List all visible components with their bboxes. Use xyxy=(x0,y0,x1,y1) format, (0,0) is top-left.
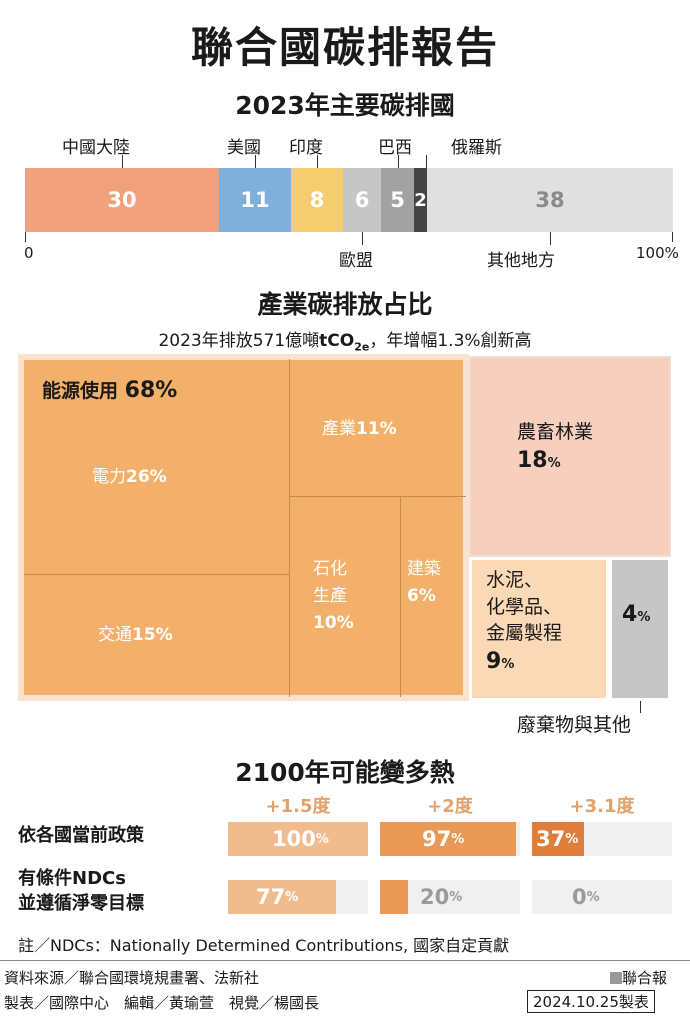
section-industry-title: 產業碳排放占比 xyxy=(257,290,433,319)
section-temp-title: 2100年可能變多熱 xyxy=(235,758,455,787)
industry-cell xyxy=(290,359,466,497)
bar-leader-usa xyxy=(255,155,256,168)
temp-header-31: +3.1度 xyxy=(569,796,635,817)
bar-label-brazil: 巴西 xyxy=(378,138,412,158)
bar-value-china: 30 xyxy=(107,188,137,212)
power-label: 電力26% xyxy=(92,467,167,487)
petro-cell xyxy=(290,497,401,697)
energy-group-label: 能源使用 68% xyxy=(42,378,178,403)
temp-value-r2-2: 20% xyxy=(420,885,463,909)
temp-value-r1-2: 97% xyxy=(422,827,465,851)
bar-value-brazil: 5 xyxy=(390,188,405,212)
waste-leader-line xyxy=(640,701,641,713)
temp-track-r2-15: 77% xyxy=(228,880,368,914)
bar-segment-russia: 2 xyxy=(414,168,427,232)
temp-fill-r1-2 xyxy=(380,822,516,856)
section-countries-title: 2023年主要碳排國 xyxy=(235,91,455,120)
building-label: 建築 6% xyxy=(407,559,441,607)
temp-header-2: +2度 xyxy=(427,796,473,817)
axis-right-label: 100% xyxy=(636,244,679,262)
subtitle-unit: tCO2e xyxy=(319,331,370,354)
source-credit: 資料來源／聯合國環境規畫署、法新社 xyxy=(4,969,260,987)
bar-segment-india: 8 xyxy=(291,168,343,232)
axis-left-label: 0 xyxy=(24,244,34,262)
section-industry-subtitle: 2023年排放571億噸tCO2e，年增幅1.3%創新高 xyxy=(0,326,690,353)
bar-leader-india xyxy=(317,155,318,168)
agri-label: 農畜林業 18% xyxy=(517,421,594,473)
bar-segment-usa: 11 xyxy=(219,168,291,232)
bar-value-india: 8 xyxy=(309,188,325,212)
row-label-net-zero: 有條件NDCs 並遵循淨零目標 xyxy=(18,868,144,915)
bar-value-russia: 2 xyxy=(414,189,427,211)
waste-block xyxy=(609,557,671,701)
row-label-current-policy: 依各國當前政策 xyxy=(18,825,144,846)
bar-value-other: 38 xyxy=(535,188,565,212)
bar-value-usa: 11 xyxy=(240,188,270,212)
temp-fill-r1-31 xyxy=(532,822,584,856)
temp-track-r2-2: 20% xyxy=(380,880,520,914)
footer-divider xyxy=(0,960,690,961)
industry-label: 產業11% xyxy=(322,419,397,439)
bar-segment-brazil: 5 xyxy=(381,168,414,232)
subtitle-prefix: 2023年排放571億噸 xyxy=(158,331,320,351)
temp-value-r1-31: 37% xyxy=(536,827,579,851)
bar-leader-brazil xyxy=(398,155,399,168)
energy-group-block xyxy=(18,354,469,701)
brand-label: 聯合報 xyxy=(610,967,667,988)
petro-label: 石化 生產 10% xyxy=(313,559,354,634)
bar-value-eu: 6 xyxy=(354,188,370,212)
footnote: 註／NDCs：Nationally Determined Contributio… xyxy=(18,936,510,955)
transport-cell xyxy=(24,575,290,697)
cement-label: 水泥、 化學品、 金屬製程 9% xyxy=(486,569,563,674)
production-credit: 製表／國際中心 編輯／黃瑜萱 視覺／楊國長 xyxy=(4,994,320,1012)
bar-leader-eu xyxy=(362,232,363,245)
agri-block xyxy=(469,356,671,557)
bar-label-usa: 美國 xyxy=(227,138,261,158)
bar-label-eu: 歐盟 xyxy=(339,251,373,271)
bar-leader-russia xyxy=(426,155,427,168)
temp-value-r2-31: 0% xyxy=(572,885,600,909)
waste-pct-label: 4% xyxy=(622,602,651,627)
transport-label: 交通15% xyxy=(98,625,173,645)
bar-segment-china: 30 xyxy=(25,168,219,232)
temp-header-15: +1.5度 xyxy=(265,796,331,817)
temp-value-r1-15: 100% xyxy=(272,827,329,851)
axis-tick-left xyxy=(25,232,26,242)
bar-label-china: 中國大陸 xyxy=(62,138,130,158)
power-cell xyxy=(24,359,290,575)
bar-leader-china xyxy=(122,155,123,168)
temp-fill-r1-15 xyxy=(228,822,368,856)
main-title: 聯合國碳排報告 xyxy=(190,23,499,72)
bar-leader-other xyxy=(550,232,551,245)
temp-value-r2-15: 77% xyxy=(256,885,299,909)
temp-fill-r2-2 xyxy=(380,880,408,914)
temp-fill-r2-15 xyxy=(228,880,336,914)
bar-segment-other: 38 xyxy=(427,168,673,232)
temp-track-r1-31: 37% xyxy=(532,822,672,856)
temp-track-r1-15: 100% xyxy=(228,822,368,856)
temp-track-r1-2: 97% xyxy=(380,822,520,856)
cement-block xyxy=(469,557,609,701)
temp-track-r2-31: 0% xyxy=(532,880,672,914)
waste-label: 廢棄物與其他 xyxy=(517,714,632,736)
bar-label-other: 其他地方 xyxy=(487,251,555,271)
date-stamp: 2024.10.25製表 xyxy=(527,990,655,1013)
axis-tick-right xyxy=(672,232,673,242)
bar-label-india: 印度 xyxy=(289,138,323,158)
bar-label-russia: 俄羅斯 xyxy=(451,138,502,158)
subtitle-suffix: ，年增幅1.3%創新高 xyxy=(369,331,532,351)
brand-square-icon xyxy=(610,972,622,984)
bar-segment-eu: 6 xyxy=(343,168,381,232)
